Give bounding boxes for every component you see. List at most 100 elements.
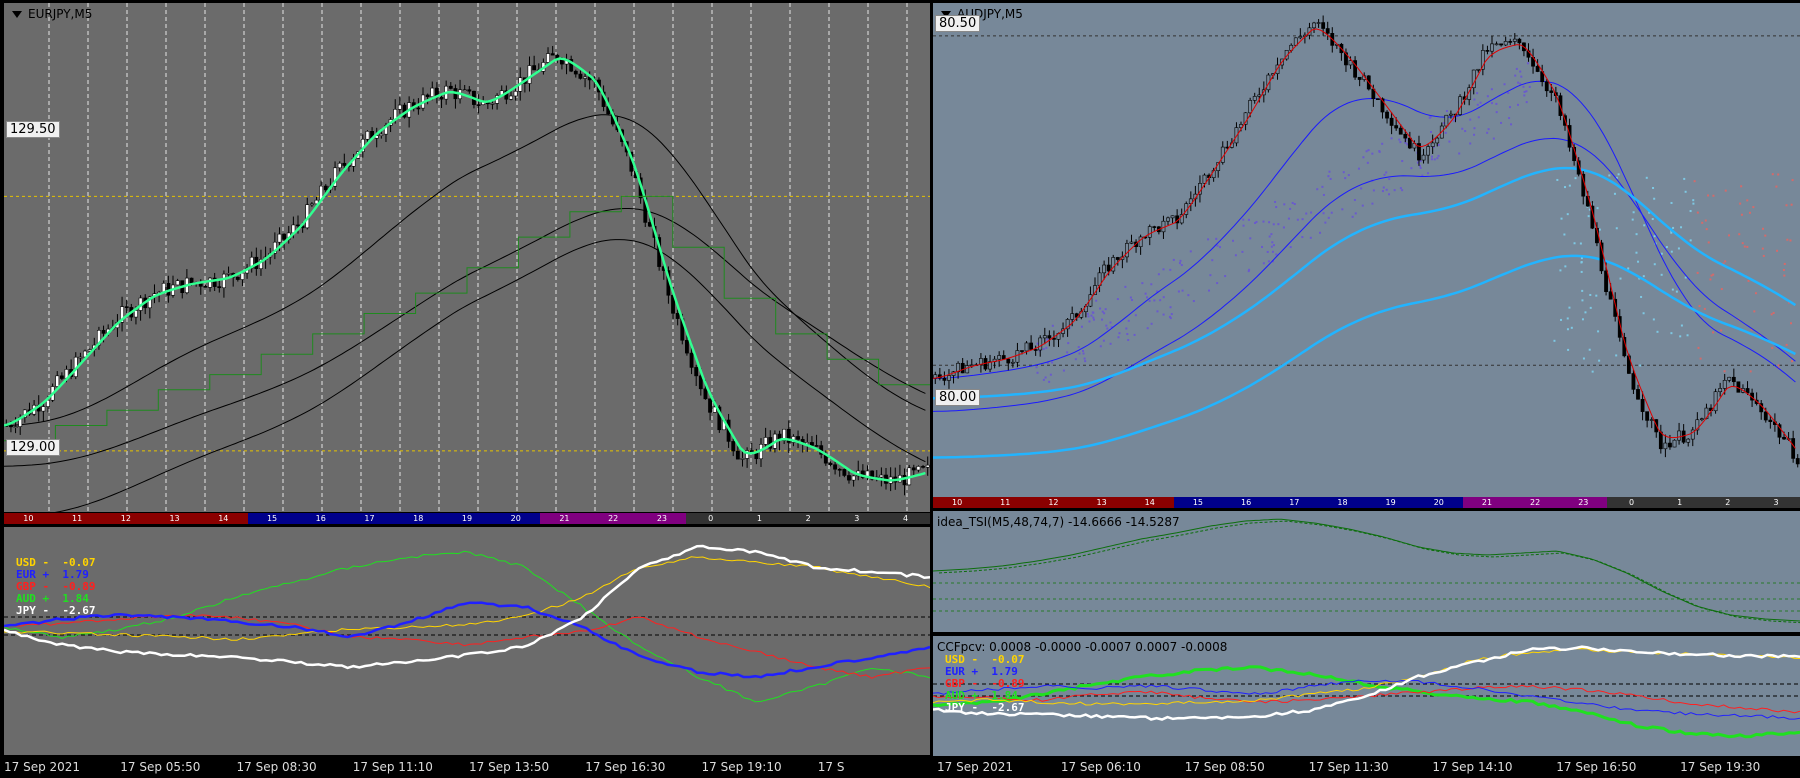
- cloud-dot: [1528, 85, 1531, 88]
- candle-body: [573, 70, 578, 75]
- cloud-dot: [1109, 321, 1112, 324]
- hour-cell: 4: [881, 513, 930, 524]
- cloud-dot: [1747, 279, 1750, 282]
- cloud-dot: [1082, 349, 1085, 352]
- candle-body: [1777, 424, 1782, 438]
- candle-body: [55, 375, 60, 387]
- cloud-dot: [1739, 202, 1742, 205]
- candle-body: [462, 89, 467, 92]
- candle-body: [569, 59, 574, 72]
- cloud-dot: [1698, 305, 1701, 308]
- candle-body: [1791, 438, 1796, 459]
- cloud-dot: [1342, 171, 1345, 174]
- hour-cell: 0: [1607, 497, 1656, 508]
- hour-cell: 20: [491, 513, 541, 524]
- candle-body: [1321, 22, 1326, 29]
- cloud-dot: [1082, 352, 1085, 355]
- cloud-dot: [1790, 322, 1793, 325]
- cloud-dot: [1078, 352, 1081, 355]
- cloud-dot: [1740, 213, 1743, 216]
- time-label: 17 Sep 2021: [937, 760, 1014, 774]
- audjpy-price-pane[interactable]: AUDJPY,M5 80.50 80.00: [933, 3, 1800, 497]
- candle-body: [1508, 41, 1513, 43]
- cloud-dot: [1615, 354, 1618, 357]
- candle-body: [309, 203, 314, 206]
- price-label-129-00: 129.00: [6, 439, 60, 456]
- candle-body: [837, 468, 842, 471]
- cloud-dot: [1523, 94, 1526, 97]
- candle-body: [1353, 60, 1357, 78]
- candle-body: [1266, 74, 1271, 91]
- cloud-dot: [1080, 325, 1083, 328]
- cloud-dot: [1042, 348, 1045, 351]
- cloud-dot: [1581, 299, 1584, 302]
- cloud-dot: [1429, 115, 1432, 118]
- cloud-dot: [1283, 203, 1286, 206]
- cloud-dot: [1353, 199, 1356, 202]
- hour-cell: 19: [1366, 497, 1415, 508]
- hour-cell: 20: [1414, 497, 1463, 508]
- candle-body: [731, 441, 736, 452]
- cloud-dot: [1696, 271, 1699, 274]
- candle-body: [1417, 143, 1421, 161]
- cloud-dot: [1327, 175, 1330, 178]
- cloud-dot: [1653, 263, 1656, 266]
- cloud-dot: [1216, 282, 1219, 285]
- candle-body: [124, 306, 129, 308]
- candle-body: [1357, 76, 1362, 80]
- cloud-dot: [1790, 203, 1793, 206]
- cloud-dot: [1271, 260, 1274, 263]
- candle-body: [1567, 125, 1572, 148]
- candle-body: [1029, 342, 1034, 350]
- cloud-dot: [1103, 312, 1106, 315]
- cloud-dot: [1319, 231, 1322, 234]
- tsi-title: idea_TSI(M5,48,74,7) -14.6666 -14.5287: [937, 515, 1180, 529]
- cloud-dot: [1381, 190, 1384, 193]
- cloud-dot: [1777, 364, 1780, 367]
- cloud-dot: [1631, 218, 1634, 221]
- cloud-dot: [1177, 290, 1180, 293]
- cloud-dot: [1670, 201, 1673, 204]
- cloud-dot: [1754, 292, 1757, 295]
- cloud-dot: [1324, 221, 1327, 224]
- eurjpy-strength-pane[interactable]: USD - -0.07 EUR + 1.79 GBP - -0.89 AUD + 1.…: [4, 527, 930, 755]
- cloud-dot: [1495, 102, 1498, 105]
- currency-legend: USD - -0.07 EUR + 1.79 GBP - -0.89 AUD + 1.…: [16, 557, 95, 617]
- cloud-dot: [1419, 166, 1422, 169]
- cloud-dot: [1597, 330, 1600, 333]
- cloud-dot: [1580, 257, 1583, 260]
- cloud-dot: [1282, 226, 1285, 229]
- cloud-dot: [1598, 359, 1601, 362]
- cloud-dot: [1670, 231, 1673, 234]
- candle-body: [203, 286, 208, 288]
- candle-body: [1047, 335, 1052, 339]
- moving-average-line: [4, 208, 926, 467]
- cloud-dot: [1642, 312, 1645, 315]
- tsi-pane[interactable]: idea_TSI(M5,48,74,7) -14.6666 -14.5287: [933, 511, 1800, 632]
- eurjpy-price-pane[interactable]: EURJPY,M5 129.50 129.00: [4, 3, 930, 512]
- candle-body: [1444, 114, 1449, 127]
- time-label: 17 Sep 2021: [4, 760, 81, 774]
- hour-cell: 16: [1222, 497, 1271, 508]
- cloud-dot: [1382, 186, 1385, 189]
- cloud-dot: [1640, 295, 1643, 298]
- legend-entry: USD - -0.07: [16, 556, 96, 569]
- candle-body: [1782, 436, 1786, 440]
- dropdown-triangle-icon[interactable]: [12, 11, 22, 18]
- cloud-dot: [1419, 164, 1422, 167]
- cloud-dot: [1613, 192, 1616, 195]
- candle-body: [997, 355, 1002, 360]
- candle-body: [814, 445, 819, 447]
- cloud-dot: [1591, 370, 1594, 373]
- dropdown-triangle-icon[interactable]: [941, 11, 951, 18]
- cloud-dot: [1519, 82, 1522, 85]
- cloud-dot: [1680, 226, 1683, 229]
- candle-body: [1293, 37, 1298, 46]
- candle-body: [694, 367, 699, 377]
- cloud-dot: [1560, 217, 1563, 220]
- ccf-pane[interactable]: CCFpcv: 0.0008 -0.0000 -0.0007 0.0007 -0…: [933, 636, 1800, 756]
- cloud-dot: [1232, 239, 1235, 242]
- cloud-dot: [1723, 370, 1726, 373]
- cloud-dot: [1296, 218, 1299, 221]
- cloud-dot: [1224, 275, 1227, 278]
